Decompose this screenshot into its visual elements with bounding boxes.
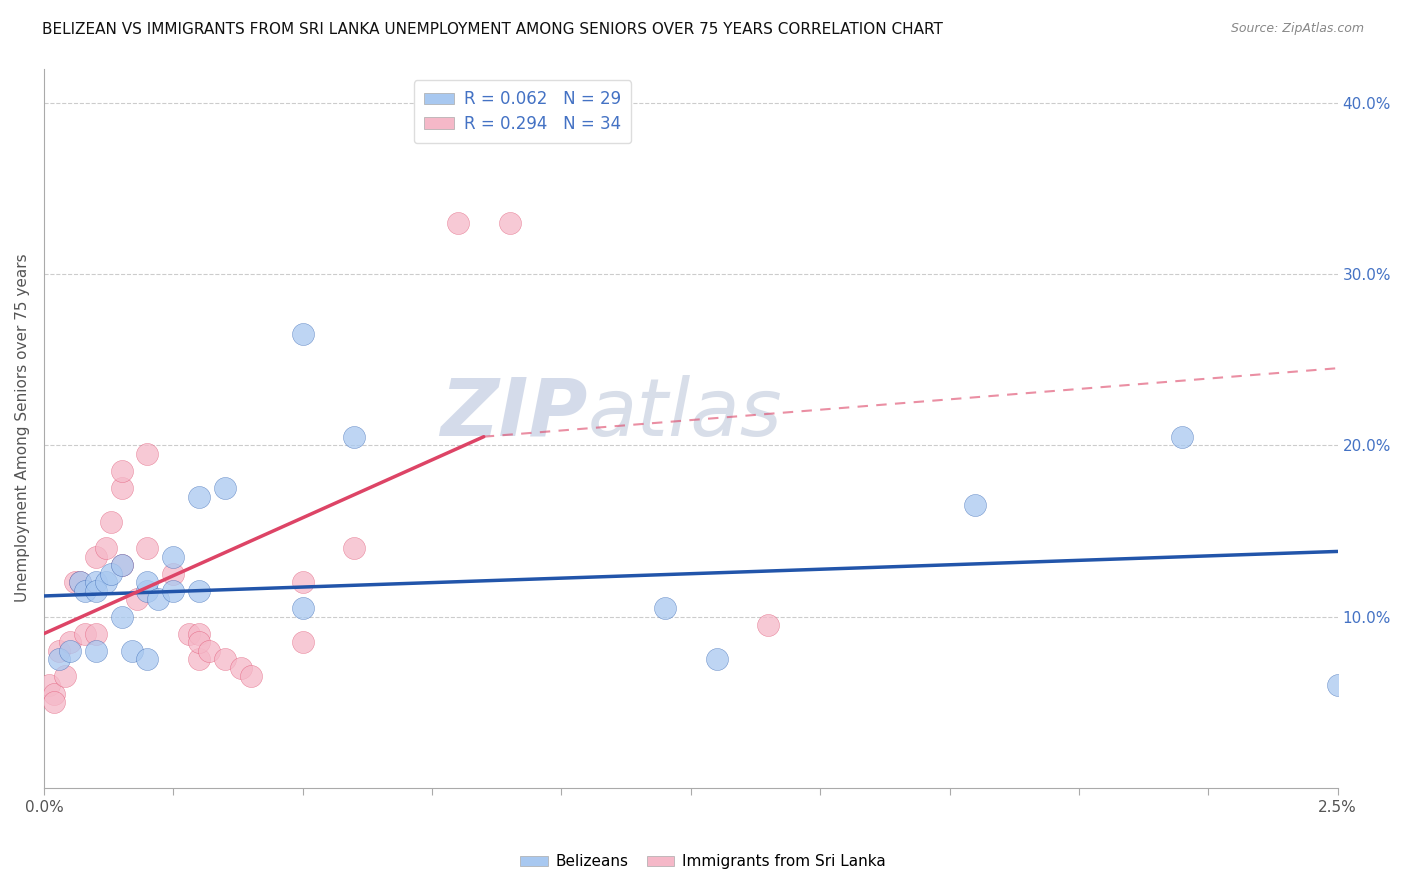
Point	[110, 481, 132, 495]
Point	[63, 575, 86, 590]
Point	[136, 575, 159, 590]
Point	[706, 652, 728, 666]
Point	[44, 695, 66, 709]
Text: ZIP: ZIP	[440, 375, 588, 453]
Point	[498, 216, 520, 230]
Point	[75, 583, 97, 598]
Point	[44, 687, 66, 701]
Point	[84, 549, 107, 564]
Point	[214, 652, 236, 666]
Point	[136, 652, 159, 666]
Point	[162, 566, 184, 581]
Point	[1171, 430, 1194, 444]
Point	[1326, 678, 1348, 692]
Point	[84, 575, 107, 590]
Point	[100, 566, 122, 581]
Point	[84, 583, 107, 598]
Point	[188, 635, 211, 649]
Point	[53, 669, 76, 683]
Point	[239, 669, 262, 683]
Point	[162, 583, 184, 598]
Point	[229, 661, 252, 675]
Point	[121, 644, 143, 658]
Point	[188, 652, 211, 666]
Point	[343, 541, 366, 555]
Legend: R = 0.062   N = 29, R = 0.294   N = 34: R = 0.062 N = 29, R = 0.294 N = 34	[413, 80, 631, 143]
Point	[136, 447, 159, 461]
Point	[59, 644, 82, 658]
Point	[136, 541, 159, 555]
Point	[38, 678, 60, 692]
Point	[69, 575, 91, 590]
Point	[59, 635, 82, 649]
Point	[125, 592, 148, 607]
Point	[110, 609, 132, 624]
Point	[110, 558, 132, 573]
Text: BELIZEAN VS IMMIGRANTS FROM SRI LANKA UNEMPLOYMENT AMONG SENIORS OVER 75 YEARS C: BELIZEAN VS IMMIGRANTS FROM SRI LANKA UN…	[42, 22, 943, 37]
Point	[75, 626, 97, 640]
Point	[146, 592, 169, 607]
Text: Source: ZipAtlas.com: Source: ZipAtlas.com	[1230, 22, 1364, 36]
Point	[198, 644, 221, 658]
Point	[94, 575, 117, 590]
Point	[84, 644, 107, 658]
Point	[162, 549, 184, 564]
Point	[291, 635, 314, 649]
Point	[291, 326, 314, 341]
Point	[48, 652, 70, 666]
Point	[343, 430, 366, 444]
Point	[447, 216, 470, 230]
Point	[110, 464, 132, 478]
Point	[188, 583, 211, 598]
Legend: Belizeans, Immigrants from Sri Lanka: Belizeans, Immigrants from Sri Lanka	[515, 848, 891, 875]
Point	[177, 626, 200, 640]
Point	[100, 516, 122, 530]
Point	[188, 490, 211, 504]
Point	[94, 541, 117, 555]
Point	[84, 626, 107, 640]
Y-axis label: Unemployment Among Seniors over 75 years: Unemployment Among Seniors over 75 years	[15, 254, 30, 602]
Point	[654, 601, 676, 615]
Point	[291, 575, 314, 590]
Point	[758, 618, 780, 632]
Point	[110, 558, 132, 573]
Text: atlas: atlas	[588, 375, 782, 453]
Point	[136, 583, 159, 598]
Point	[214, 481, 236, 495]
Point	[291, 601, 314, 615]
Point	[188, 626, 211, 640]
Point	[48, 644, 70, 658]
Point	[965, 498, 987, 512]
Point	[69, 575, 91, 590]
